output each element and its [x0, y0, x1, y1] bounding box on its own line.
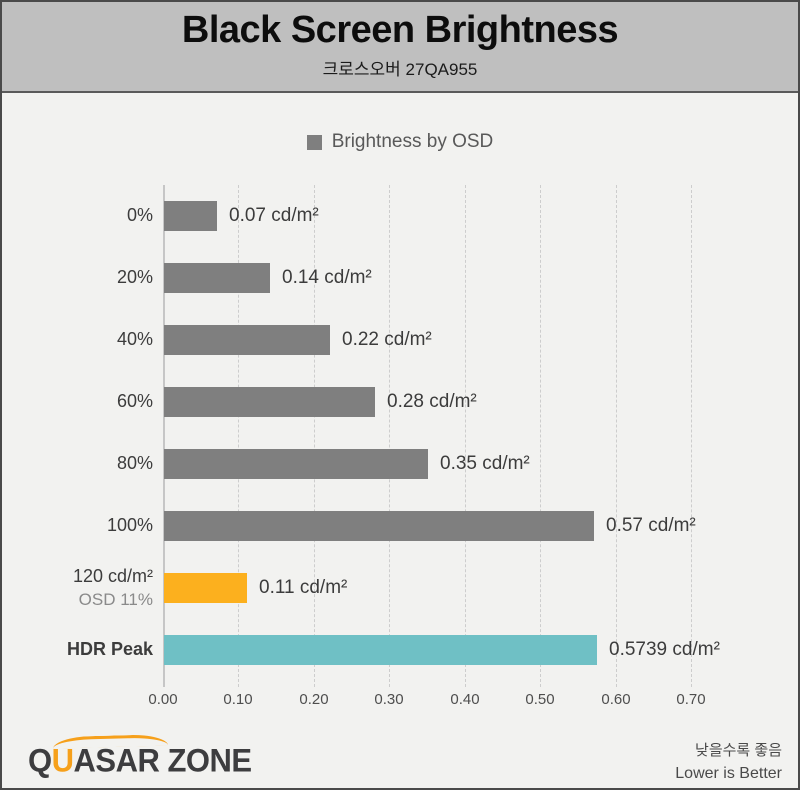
legend-swatch-icon: [306, 134, 322, 150]
category-label: HDR Peak: [2, 619, 153, 681]
x-tick-label: 0.40: [450, 691, 480, 708]
x-tick-label: 0.60: [601, 691, 631, 708]
bar-40-: [164, 325, 330, 355]
plot-area: 0.07 cd/m² 0.14 cd/m² 0.22 cd/m² 0.28 cd/m²…: [163, 185, 720, 687]
quasar-zone-logo: QUASAR ZONE: [28, 734, 253, 779]
category-label: 80%: [2, 433, 153, 495]
bar-value-label: 0.35 cd/m²: [440, 453, 530, 474]
x-gridline: [389, 185, 390, 687]
x-tick-label: 0.50: [525, 691, 555, 708]
x-gridline: [314, 185, 315, 687]
x-tick-label: 0.00: [148, 691, 178, 708]
bar-value-label: 0.14 cd/m²: [282, 267, 372, 288]
note-korean: 낮을수록 좋음: [695, 742, 782, 759]
chart-header: Black Screen Brightness 크로스오버 27QA955: [2, 2, 798, 93]
page-title: Black Screen Brightness: [181, 9, 619, 51]
category-label-text: 20%: [116, 267, 153, 288]
category-label: 20%: [2, 247, 153, 309]
category-label-text: 60%: [116, 391, 153, 412]
bar-20-: [164, 263, 270, 293]
x-gridline: [691, 185, 692, 687]
bar-value-label: 0.22 cd/m²: [342, 329, 432, 350]
bar-value-label: 0.57 cd/m²: [606, 515, 696, 536]
logo-letter-u: U: [51, 741, 74, 779]
bar-value-label: 0.07 cd/m²: [229, 205, 319, 226]
bar-120-cd-m-: [164, 573, 247, 603]
category-axis-labels: 0% 20% 40% 60% 80% 100% 120 cd/m² OSD 11% HDR Pe…: [2, 185, 153, 681]
category-sublabel-text: OSD 11%: [78, 590, 153, 610]
category-label: 40%: [2, 309, 153, 371]
x-tick-label: 0.20: [299, 691, 329, 708]
bar-value-label: 0.5739 cd/m²: [609, 639, 720, 660]
legend-label: Brightness by OSD: [331, 131, 494, 152]
category-label-text: HDR Peak: [66, 639, 153, 660]
category-label-text: 0%: [126, 205, 153, 226]
legend: Brightness by OSD: [2, 131, 798, 153]
bar-0-: [164, 201, 217, 231]
x-tick-label: 0.30: [374, 691, 404, 708]
x-gridline: [616, 185, 617, 687]
x-tick-label: 0.10: [223, 691, 253, 708]
bar-value-label: 0.28 cd/m²: [387, 391, 477, 412]
note-english: Lower is Better: [675, 765, 782, 782]
footer-note: 낮을수록 좋음 Lower is Better: [675, 739, 782, 783]
bar-80-: [164, 449, 428, 479]
category-label-text: 100%: [106, 515, 153, 536]
chart-subtitle: 크로스오버 27QA955: [322, 60, 478, 79]
category-label: 60%: [2, 371, 153, 433]
bar-value-label: 0.11 cd/m²: [259, 577, 348, 598]
x-gridline: [540, 185, 541, 687]
category-label-text: 40%: [116, 329, 153, 350]
bar-100-: [164, 511, 594, 541]
x-tick-label: 0.70: [676, 691, 706, 708]
category-label: 100%: [2, 495, 153, 557]
x-axis: 0.00 0.10 0.20 0.30 0.40 0.50 0.60 0.70: [148, 691, 705, 711]
y-axis-line: [163, 185, 165, 687]
bar-60-: [164, 387, 375, 417]
category-label-text: 120 cd/m²: [72, 565, 153, 586]
x-gridline: [238, 185, 239, 687]
logo-rest: ASAR ZONE: [73, 741, 253, 779]
logo-letter-q: Q: [28, 741, 52, 779]
bar-hdr-peak: [164, 635, 597, 665]
category-label-text: 80%: [116, 453, 153, 474]
category-label: 0%: [2, 185, 153, 247]
category-label: 120 cd/m² OSD 11%: [2, 557, 153, 619]
x-gridline: [465, 185, 466, 687]
